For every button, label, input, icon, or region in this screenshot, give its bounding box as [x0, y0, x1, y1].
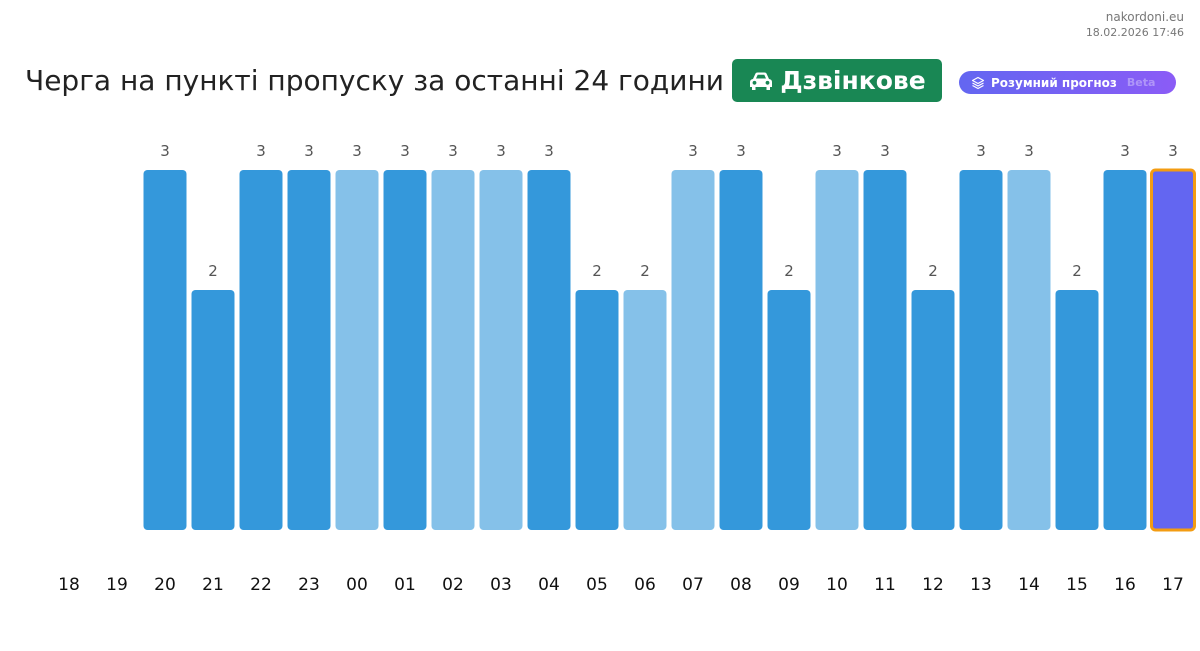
x-tick-label-20: 20	[154, 575, 176, 595]
site-name[interactable]: nakordoni.eu	[1105, 10, 1184, 24]
bar-14[interactable]	[1007, 170, 1051, 530]
x-tick-label-04: 04	[538, 575, 560, 595]
bar-value-label-20: 3	[160, 142, 170, 160]
bar-15[interactable]	[1055, 290, 1099, 530]
bar-value-label-05: 2	[592, 262, 602, 280]
car-icon	[748, 70, 774, 92]
x-tick-label-12: 12	[922, 575, 944, 595]
bar-02[interactable]	[431, 170, 475, 530]
bar-00[interactable]	[335, 170, 379, 530]
x-tick-label-15: 15	[1066, 575, 1088, 595]
layers-icon	[971, 76, 985, 90]
bar-07[interactable]	[671, 170, 715, 530]
bar-05[interactable]	[575, 290, 619, 530]
bar-value-label-21: 2	[208, 262, 218, 280]
bar-value-label-09: 2	[784, 262, 794, 280]
bar-value-label-23: 3	[304, 142, 314, 160]
x-tick-label-09: 09	[778, 575, 800, 595]
bar-value-label-15: 2	[1072, 262, 1082, 280]
bar-value-label-17: 3	[1168, 142, 1178, 160]
x-tick-label-23: 23	[298, 575, 320, 595]
x-tick-label-05: 05	[586, 575, 608, 595]
bar-21[interactable]	[191, 290, 235, 530]
bar-03[interactable]	[479, 170, 523, 530]
bar-09[interactable]	[767, 290, 811, 530]
bar-23[interactable]	[287, 170, 331, 530]
bar-value-label-16: 3	[1120, 142, 1130, 160]
bar-value-label-10: 3	[832, 142, 842, 160]
bar-value-label-00: 3	[352, 142, 362, 160]
x-tick-label-22: 22	[250, 575, 272, 595]
x-tick-label-00: 00	[346, 575, 368, 595]
bar-11[interactable]	[863, 170, 907, 530]
x-tick-label-01: 01	[394, 575, 416, 595]
bar-16[interactable]	[1103, 170, 1147, 530]
x-tick-label-14: 14	[1018, 575, 1040, 595]
bar-08[interactable]	[719, 170, 763, 530]
checkpoint-name: Дзвінкове	[780, 66, 926, 95]
bar-value-label-08: 3	[736, 142, 746, 160]
bar-value-label-01: 3	[400, 142, 410, 160]
page-title: Черга на пункті пропуску за останні 24 г…	[25, 64, 724, 97]
bar-value-label-12: 2	[928, 262, 938, 280]
x-tick-label-19: 19	[106, 575, 128, 595]
x-tick-label-08: 08	[730, 575, 752, 595]
x-tick-label-02: 02	[442, 575, 464, 595]
x-tick-label-06: 06	[634, 575, 656, 595]
x-tick-label-13: 13	[970, 575, 992, 595]
brand-block: nakordoni.eu 18.02.2026 17:46	[1086, 9, 1184, 41]
bar-22[interactable]	[239, 170, 283, 530]
bar-value-label-06: 2	[640, 262, 650, 280]
x-tick-label-07: 07	[682, 575, 704, 595]
bar-13[interactable]	[959, 170, 1003, 530]
bar-value-label-04: 3	[544, 142, 554, 160]
x-tick-label-17: 17	[1162, 575, 1184, 595]
x-tick-label-21: 21	[202, 575, 224, 595]
bar-20[interactable]	[143, 170, 187, 530]
checkpoint-badge[interactable]: Дзвінкове	[732, 59, 942, 102]
x-tick-label-11: 11	[874, 575, 896, 595]
bar-12[interactable]	[911, 290, 955, 530]
timestamp: 18.02.2026 17:46	[1085, 26, 1184, 39]
x-tick-label-16: 16	[1114, 575, 1136, 595]
bar-06[interactable]	[623, 290, 667, 530]
x-tick-label-18: 18	[58, 575, 80, 595]
bar-value-label-22: 3	[256, 142, 266, 160]
bar-01[interactable]	[383, 170, 427, 530]
x-tick-label-03: 03	[490, 575, 512, 595]
bar-10[interactable]	[815, 170, 859, 530]
bar-04[interactable]	[527, 170, 571, 530]
x-tick-label-10: 10	[826, 575, 848, 595]
bar-value-label-14: 3	[1024, 142, 1034, 160]
bar-value-label-13: 3	[976, 142, 986, 160]
smart-forecast-button[interactable]: Розумний прогноз Beta	[959, 71, 1176, 94]
bar-value-label-03: 3	[496, 142, 506, 160]
bar-value-label-02: 3	[448, 142, 458, 160]
bar-value-label-07: 3	[688, 142, 698, 160]
forecast-label: Розумний прогноз	[991, 75, 1117, 90]
bar-17[interactable]	[1150, 168, 1196, 532]
beta-tag: Beta	[1126, 76, 1156, 89]
bar-value-label-11: 3	[880, 142, 890, 160]
